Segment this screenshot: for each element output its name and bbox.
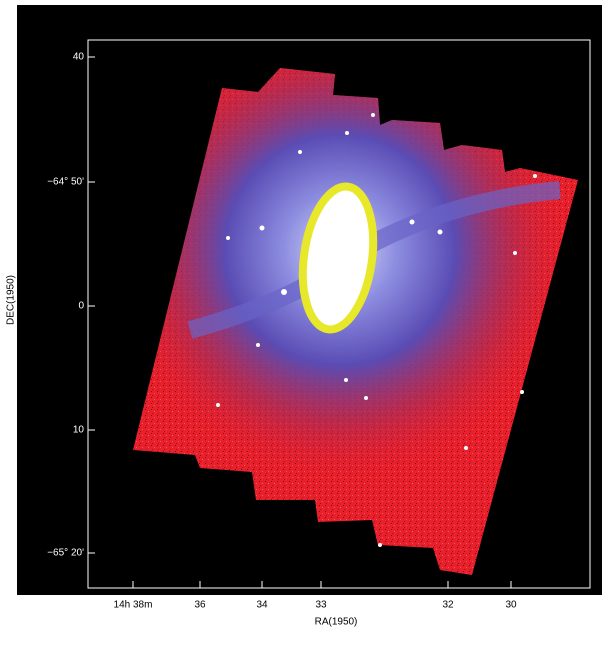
x-tick-label: 36	[194, 600, 206, 611]
y-tick-label: 10	[73, 425, 85, 436]
x-axis-title: RA(1950)	[315, 617, 358, 628]
x-tick-label: 32	[442, 600, 454, 611]
y-tick-label: 0	[78, 301, 84, 312]
y-tick-label: −64° 50'	[47, 177, 84, 188]
x-tick-label: 34	[256, 600, 268, 611]
x-tick-label: 33	[315, 600, 327, 611]
y-tick-label: −65° 20'	[47, 548, 84, 559]
page: 14h 38m 36 34 33 32 30 40 −64° 50' 0 10 −65° 20' RA…	[0, 0, 607, 648]
y-axis-title: DEC(1950)	[6, 275, 17, 325]
figure: 14h 38m 36 34 33 32 30 40 −64° 50' 0 10 −65° 20' RA…	[0, 0, 607, 648]
y-tick-label: 40	[73, 52, 85, 63]
x-tick-label: 30	[505, 600, 517, 611]
x-tick-label: 14h 38m	[114, 600, 153, 611]
